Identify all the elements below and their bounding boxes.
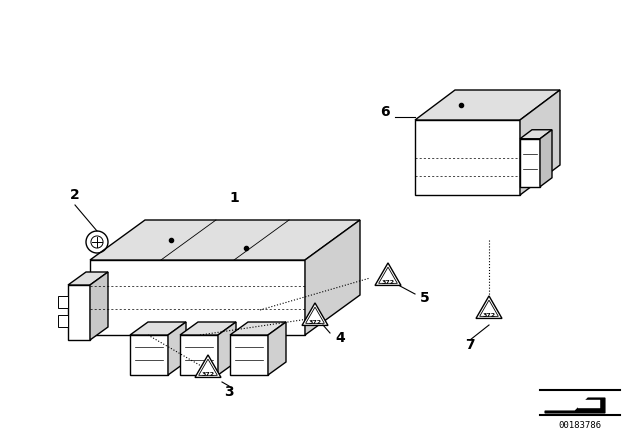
Text: 7: 7 <box>465 338 475 352</box>
Polygon shape <box>130 335 168 375</box>
Text: 5: 5 <box>420 291 430 305</box>
Polygon shape <box>306 307 324 323</box>
Polygon shape <box>520 130 552 139</box>
Text: 372: 372 <box>202 371 214 376</box>
Text: 00183786: 00183786 <box>559 421 602 430</box>
Polygon shape <box>90 260 305 335</box>
Polygon shape <box>302 303 328 325</box>
Polygon shape <box>578 400 600 408</box>
Polygon shape <box>130 322 186 335</box>
Text: 3: 3 <box>224 385 234 399</box>
Polygon shape <box>230 335 268 375</box>
Polygon shape <box>375 263 401 285</box>
Text: 2: 2 <box>70 188 80 202</box>
Polygon shape <box>520 139 540 187</box>
Polygon shape <box>415 120 520 195</box>
Polygon shape <box>58 296 68 307</box>
Text: 6: 6 <box>380 105 390 119</box>
Polygon shape <box>68 272 108 285</box>
Polygon shape <box>479 300 499 316</box>
Polygon shape <box>305 220 360 335</box>
Polygon shape <box>68 285 90 340</box>
Polygon shape <box>90 220 360 260</box>
Polygon shape <box>168 322 186 375</box>
Polygon shape <box>195 355 221 377</box>
Polygon shape <box>90 272 108 340</box>
Text: 4: 4 <box>335 331 345 345</box>
Polygon shape <box>230 322 286 335</box>
Polygon shape <box>545 398 605 413</box>
Polygon shape <box>268 322 286 375</box>
Polygon shape <box>180 335 218 375</box>
Polygon shape <box>180 322 236 335</box>
Polygon shape <box>520 90 560 195</box>
Polygon shape <box>218 322 236 375</box>
Polygon shape <box>415 90 560 120</box>
Text: 1: 1 <box>229 191 239 205</box>
Text: 372: 372 <box>483 313 495 318</box>
Polygon shape <box>198 359 218 375</box>
Polygon shape <box>476 296 502 319</box>
Text: 372: 372 <box>381 280 395 284</box>
Polygon shape <box>540 130 552 187</box>
Polygon shape <box>379 267 397 283</box>
Polygon shape <box>58 315 68 327</box>
Text: 372: 372 <box>308 319 321 324</box>
